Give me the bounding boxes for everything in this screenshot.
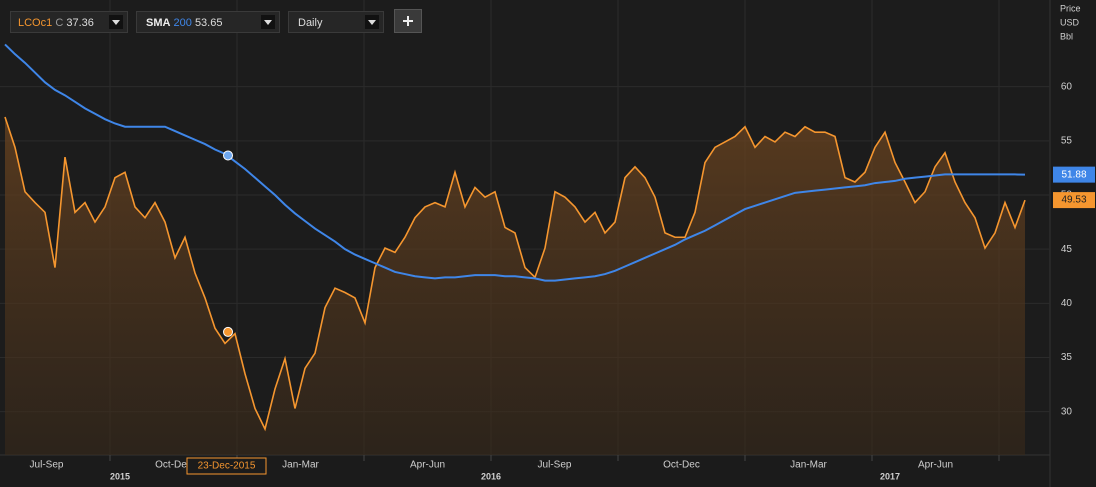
study-selector[interactable]: SMA 200 53.65 <box>136 11 280 33</box>
study-period: 200 <box>173 17 192 29</box>
y-tick-label: 45 <box>1061 244 1073 255</box>
year-label: 2016 <box>481 471 501 481</box>
last-value-tag <box>1053 192 1095 209</box>
cursor-price-marker <box>223 326 233 337</box>
axis-title: Bbl <box>1060 31 1073 41</box>
cursor-sma: 53.65 <box>194 17 223 29</box>
x-tick-label: Jul-Sep <box>538 460 572 471</box>
interval: Daily <box>298 17 323 29</box>
study-name: SMA <box>146 17 171 29</box>
x-tick-label: Jan-Mar <box>790 460 827 471</box>
field: C <box>55 17 64 29</box>
dropdown-arrow[interactable] <box>365 15 379 29</box>
y-tick-label: 30 <box>1061 406 1073 417</box>
x-tick-label: Oct-Dec <box>663 460 700 471</box>
cursor-sma-marker <box>223 150 233 161</box>
dropdown-arrow[interactable] <box>261 15 275 29</box>
axis-title: USD <box>1060 17 1080 27</box>
year-label: 2017 <box>880 471 900 481</box>
cursor-price: 37.36 <box>66 17 94 29</box>
y-tick-label: 35 <box>1061 352 1073 363</box>
x-tick-label: Apr-Jun <box>918 460 953 471</box>
price-line <box>4 116 1026 432</box>
year-label: 2015 <box>110 471 130 481</box>
x-tick-label: Jul-Sep <box>30 460 64 471</box>
y-tick-label: 40 <box>1061 298 1073 309</box>
cursor-date: 23-Dec-2015 <box>198 461 256 472</box>
interval-selector[interactable]: Daily <box>288 11 384 33</box>
y-tick-label: 55 <box>1061 135 1073 146</box>
ric: LCOc1 <box>18 17 53 29</box>
instrument-selector[interactable]: LCOc1 C 37.36 <box>10 11 128 33</box>
axis-title: Price <box>1060 3 1081 13</box>
add-button[interactable] <box>394 9 422 33</box>
cursor-date-box <box>186 457 267 475</box>
last-value-label: 51.88 <box>1061 169 1086 180</box>
x-tick-label: Oct-Dec <box>155 460 192 471</box>
dropdown-arrow[interactable] <box>109 15 123 29</box>
x-tick-label: Jan-Mar <box>282 460 319 471</box>
sma-line <box>4 43 1026 282</box>
y-tick-label: 60 <box>1061 81 1073 92</box>
last-value-tag <box>1053 166 1095 183</box>
last-value-label: 49.53 <box>1061 195 1086 206</box>
x-tick-label: Apr-Jun <box>410 460 445 471</box>
